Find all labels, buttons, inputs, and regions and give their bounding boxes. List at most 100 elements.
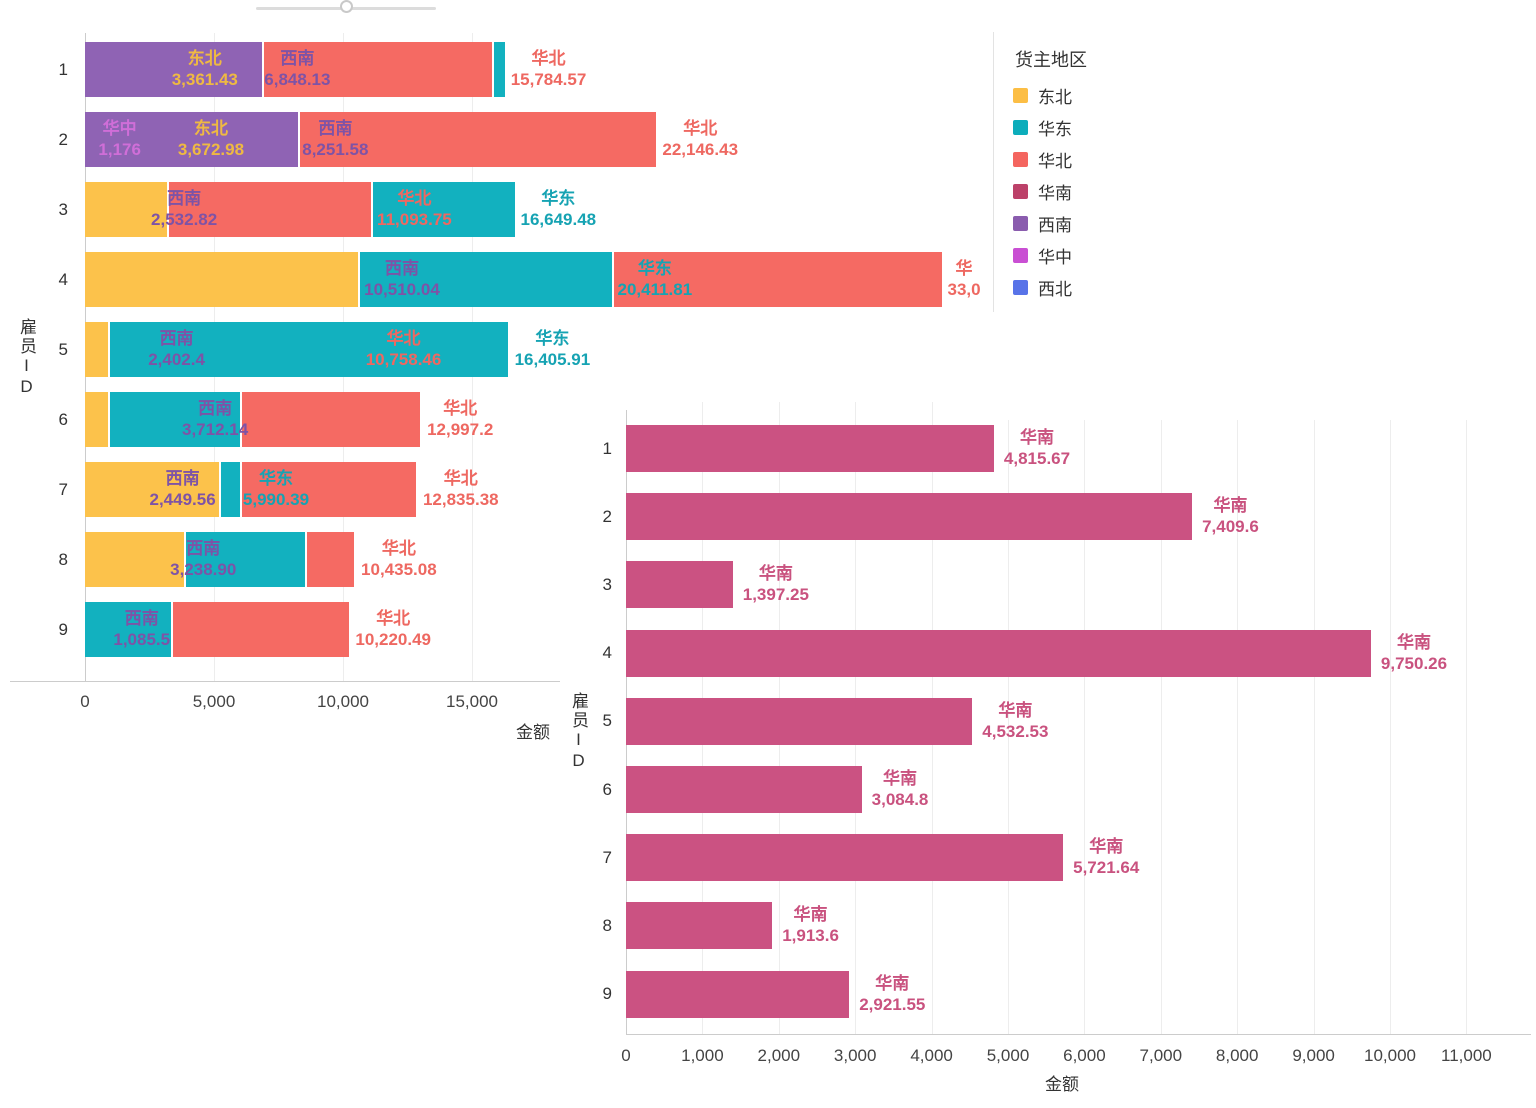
left-bar-segment[interactable] [240, 392, 421, 447]
legend-swatch [1013, 183, 1028, 199]
right-bar-label-value: 3,084.8 [871, 790, 929, 809]
left-bar-label: 西南 6,848.13 [264, 48, 330, 90]
left-bar-segment[interactable] [239, 462, 417, 517]
left-bar-label-series: 华北 [443, 469, 478, 488]
right-bar-label-value: 9,750.26 [1380, 653, 1448, 673]
left-bar-label-value: 33,0 [947, 280, 981, 299]
legend-swatch [1013, 247, 1028, 263]
left-bar-label: 华北 10,435.08 [361, 538, 437, 580]
legend-item-华中[interactable]: 华中 [1013, 244, 1072, 267]
left-bar-label-series: 华北 [683, 119, 718, 138]
left-bar-segment[interactable] [85, 532, 184, 587]
right-bar[interactable] [626, 561, 733, 609]
left-bar-label: 西南 1,085.5 [113, 608, 170, 650]
left-bar-label-series: 华北 [443, 399, 478, 418]
left-bar-label-series: 华东 [637, 259, 672, 278]
left-bar-row: 西南 3,238.90 华北 10,435.08 [85, 532, 1485, 587]
left-bar-label: 西南 2,532.82 [151, 188, 217, 230]
legend-swatch [1013, 119, 1028, 135]
left-bar-segment[interactable] [85, 112, 298, 167]
left-bar-segment[interactable] [492, 42, 505, 97]
left-bar-label: 华北 11,093.75 [377, 188, 452, 230]
left-bar-label: 西南 2,402.4 [148, 328, 205, 370]
left-bar-segment[interactable] [85, 322, 108, 377]
left-bar-label-series: 西南 [159, 329, 194, 348]
left-bar-segment[interactable] [108, 392, 241, 447]
range-slider-handle[interactable] [340, 0, 353, 13]
left-bar-label-series: 华中 [102, 119, 137, 138]
right-bar[interactable] [626, 493, 1193, 541]
left-bar-segment[interactable] [371, 182, 515, 237]
left-row-label: 2 [58, 129, 68, 149]
right-tick-label: 2,000 [757, 1046, 801, 1065]
left-bar-segment[interactable] [85, 182, 168, 237]
left-bar-label: 华中 1,176 [98, 118, 141, 160]
legend-item-label: 西北 [1038, 279, 1072, 299]
left-bar-segment[interactable] [218, 462, 240, 517]
legend-swatch [1013, 279, 1028, 295]
legend-swatch [1013, 87, 1028, 103]
left-bar-row: 西南 3,712.14 华北 12,997.2 [85, 392, 1485, 447]
right-bar-label-series: 华南 [1089, 837, 1124, 857]
left-bar-label: 华北 10,758.46 [366, 328, 442, 370]
left-bar-label-value: 10,758.46 [365, 350, 442, 369]
right-row-label: 2 [602, 506, 612, 526]
right-bar[interactable] [626, 697, 973, 745]
left-tick-label: 0 [80, 692, 90, 711]
left-bar-row: 西南 2,402.4 华北 10,758.46 华东 16,405.91 [85, 322, 1485, 377]
left-bar-segment[interactable] [261, 42, 493, 97]
legend-item-label: 东北 [1038, 87, 1072, 107]
left-bar-label-value: 6,848.13 [264, 70, 331, 89]
legend-item-label: 华东 [1038, 119, 1072, 139]
left-bar-label-series: 华北 [376, 609, 411, 628]
right-gridline [1466, 402, 1468, 1034]
right-x-axis-title: 金额 [1045, 1075, 1079, 1094]
right-bar[interactable] [626, 766, 862, 813]
legend-item-华南[interactable]: 华南 [1013, 180, 1072, 203]
right-gridline [1160, 402, 1162, 1034]
left-bar-label: 西南 2,449.56 [150, 468, 216, 510]
right-bar[interactable] [626, 834, 1064, 882]
left-bar-segment[interactable] [85, 462, 219, 517]
legend-item-西北[interactable]: 西北 [1013, 276, 1072, 299]
left-chart: 雇员ID 1 东北 3,361.43 西南 6,848.13 华北 15,784.57 2 华中… [10, 33, 1485, 742]
left-bar-segment[interactable] [611, 252, 942, 307]
left-bar-segment[interactable] [85, 42, 262, 97]
left-bar-segment[interactable] [183, 532, 306, 587]
left-bar-segment[interactable] [305, 532, 355, 587]
left-bar-label-value: 3,238.90 [170, 560, 237, 579]
left-bar-row: 西南 1,085.5 华北 10,220.49 [85, 602, 1485, 657]
right-bar[interactable] [626, 970, 850, 1018]
right-tick-label: 7,000 [1139, 1046, 1183, 1065]
left-bar-segment[interactable] [297, 112, 657, 167]
legend-item-华北[interactable]: 华北 [1013, 148, 1072, 171]
left-row-label: 7 [58, 479, 68, 499]
legend-swatch [1013, 151, 1028, 167]
legend-item-华东[interactable]: 华东 [1013, 116, 1072, 139]
left-bar-label-series: 西南 [165, 469, 200, 488]
left-bar-segment[interactable] [85, 252, 359, 307]
left-bar-segment[interactable] [170, 602, 349, 657]
right-tick-label: 9,000 [1292, 1046, 1335, 1065]
right-bar-label: 华南 1,913.6 [782, 904, 839, 946]
left-bar-row: 华中 1,176 东北 3,672.98 西南 8,251.58 华北 22,146.43 [85, 112, 1485, 167]
left-bar-segment[interactable] [85, 602, 171, 657]
left-bar-segment[interactable] [107, 322, 509, 377]
right-bar-label-value: 4,532.53 [982, 721, 1049, 741]
right-tick-label: 10,000 [1364, 1046, 1416, 1065]
left-bar-segment[interactable] [167, 182, 372, 237]
left-bar-row: 西南 2,532.82 华北 11,093.75 华东 16,649.48 [85, 182, 1485, 237]
left-bar-segment[interactable] [358, 252, 612, 307]
left-bar-label-series: 华北 [381, 539, 416, 558]
right-bar[interactable] [626, 425, 994, 472]
right-bar[interactable] [626, 629, 1371, 677]
left-bar-segment[interactable] [85, 392, 109, 447]
left-bar-label-series: 华东 [541, 189, 576, 208]
legend-item-东北[interactable]: 东北 [1013, 84, 1072, 107]
left-row-label: 8 [58, 549, 68, 569]
left-bar-label-series: 华北 [386, 329, 421, 348]
legend-item-西南[interactable]: 西南 [1013, 212, 1072, 235]
right-chart: 雇员ID 1 华南 4,815.67 2 华南 7,409.6 3 华南 1,397.25 4 华南… [560, 388, 1536, 1108]
right-bar[interactable] [626, 902, 773, 950]
